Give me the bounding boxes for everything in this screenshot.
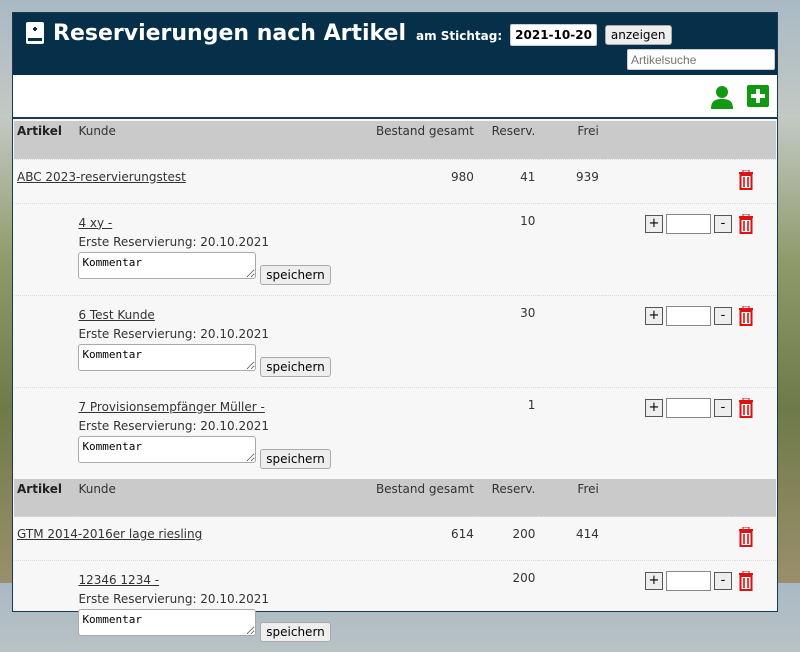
frei-value: 939 (538, 159, 602, 203)
col-bestand: Bestand gesamt (352, 479, 477, 517)
customer-link[interactable]: 7 Provisionsempfänger Müller - (78, 400, 264, 414)
show-button[interactable]: anzeigen (605, 25, 672, 45)
customer-link[interactable]: 6 Test Kunde (78, 308, 154, 322)
customer-link[interactable]: 12346 1234 - (78, 573, 159, 587)
save-button[interactable]: speichern (260, 265, 331, 285)
minus-button[interactable]: - (714, 215, 732, 233)
trash-icon[interactable] (738, 214, 754, 234)
comment-textarea[interactable]: Kommentar (78, 609, 256, 636)
quantity-input[interactable] (666, 214, 711, 234)
col-artikel: Artikel (14, 121, 75, 159)
col-reserv: Reserv. (477, 121, 538, 159)
article-link[interactable]: ABC 2023-reservierungstest (17, 170, 186, 184)
plus-button[interactable]: + (645, 399, 663, 417)
plus-button[interactable]: + (645, 572, 663, 590)
plus-button[interactable]: + (645, 307, 663, 325)
bestand-value: 980 (352, 159, 477, 203)
trash-icon[interactable] (738, 571, 754, 591)
article-link[interactable]: GTM 2014-2016er lage riesling (17, 527, 202, 541)
date-label: am Stichtag: (416, 29, 502, 43)
first-reservation: Erste Reservierung: 20.10.2021 (78, 592, 269, 606)
save-button[interactable]: speichern (260, 622, 331, 642)
save-button[interactable]: speichern (260, 449, 331, 469)
add-customer-icon[interactable] (711, 85, 733, 109)
customer-reserv: 10 (477, 203, 538, 295)
quantity-input[interactable] (666, 571, 711, 591)
plus-button[interactable]: + (645, 215, 663, 233)
customer-reserv: 30 (477, 295, 538, 387)
add-icon[interactable] (747, 85, 769, 107)
first-reservation: Erste Reservierung: 20.10.2021 (78, 235, 269, 249)
trash-icon[interactable] (738, 527, 754, 547)
col-frei: Frei (538, 479, 602, 517)
first-reservation: Erste Reservierung: 20.10.2021 (78, 419, 269, 433)
col-kunde: Kunde (75, 479, 352, 517)
reserv-value: 200 (477, 517, 538, 561)
customer-link[interactable]: 4 xy - (78, 216, 112, 230)
reserv-value: 41 (477, 159, 538, 203)
book-icon (25, 21, 45, 45)
customer-reserv: 200 (477, 561, 538, 652)
col-bestand: Bestand gesamt (352, 121, 477, 159)
trash-icon[interactable] (738, 170, 754, 190)
main-panel: Reservierungen nach Artikel am Stichtag:… (12, 12, 778, 612)
quantity-input[interactable] (666, 398, 711, 418)
toolbar (13, 75, 777, 119)
page-title: Reservierungen nach Artikel (53, 21, 406, 46)
minus-button[interactable]: - (714, 307, 732, 325)
col-artikel: Artikel (14, 479, 75, 517)
comment-textarea[interactable]: Kommentar (78, 252, 256, 279)
col-reserv: Reserv. (477, 479, 538, 517)
first-reservation: Erste Reservierung: 20.10.2021 (78, 327, 269, 341)
customer-row: 4 xy - Erste Reservierung: 20.10.2021 Komm… (14, 203, 776, 295)
customer-row: 6 Test Kunde Erste Reservierung: 20.10.20… (14, 295, 776, 387)
save-button[interactable]: speichern (260, 357, 331, 377)
header: Reservierungen nach Artikel am Stichtag:… (13, 13, 777, 75)
customer-reserv: 1 (477, 387, 538, 479)
minus-button[interactable]: - (714, 572, 732, 590)
col-kunde: Kunde (75, 121, 352, 159)
date-input[interactable]: 2021-10-20 (510, 24, 597, 46)
frei-value: 414 (538, 517, 602, 561)
minus-button[interactable]: - (714, 399, 732, 417)
quantity-input[interactable] (666, 306, 711, 326)
customer-row: 12346 1234 - Erste Reservierung: 20.10.20… (14, 561, 776, 652)
trash-icon[interactable] (738, 398, 754, 418)
col-frei: Frei (538, 121, 602, 159)
article-search-input[interactable] (627, 49, 775, 70)
trash-icon[interactable] (738, 306, 754, 326)
customer-row: 7 Provisionsempfänger Müller - Erste Rese… (14, 387, 776, 479)
bestand-value: 614 (352, 517, 477, 561)
comment-textarea[interactable]: Kommentar (78, 344, 256, 371)
comment-textarea[interactable]: Kommentar (78, 436, 256, 463)
